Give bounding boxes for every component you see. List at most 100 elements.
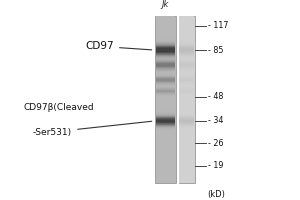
Bar: [179, 118, 194, 119]
Bar: [156, 60, 175, 61]
Bar: [179, 70, 194, 71]
Bar: [156, 87, 175, 88]
Bar: [156, 121, 175, 122]
Bar: [156, 172, 175, 173]
Bar: [156, 160, 175, 161]
Bar: [179, 129, 194, 130]
Bar: [179, 136, 194, 137]
Bar: [156, 132, 175, 133]
Bar: [156, 147, 175, 148]
Bar: [179, 163, 194, 164]
Bar: [179, 79, 194, 80]
Bar: [156, 175, 175, 176]
Bar: [156, 56, 175, 57]
Bar: [156, 80, 175, 81]
Bar: [156, 155, 175, 156]
Bar: [179, 169, 194, 170]
Bar: [156, 133, 175, 134]
Bar: [156, 158, 175, 159]
Bar: [156, 39, 175, 40]
Bar: [156, 92, 175, 93]
Bar: [179, 33, 194, 34]
Bar: [156, 58, 175, 59]
Bar: [156, 38, 175, 39]
Bar: [156, 99, 175, 100]
Bar: [179, 43, 194, 44]
Bar: [179, 174, 194, 175]
Bar: [179, 59, 194, 60]
Bar: [179, 162, 194, 163]
Bar: [156, 152, 175, 153]
Bar: [156, 156, 175, 157]
Bar: [179, 159, 194, 160]
Bar: [156, 127, 175, 128]
Bar: [156, 57, 175, 58]
Bar: [179, 87, 194, 88]
Bar: [156, 47, 175, 48]
Bar: [156, 43, 175, 44]
Bar: [156, 108, 175, 109]
Bar: [156, 112, 175, 113]
Bar: [179, 101, 194, 102]
Bar: [156, 107, 175, 108]
Bar: [179, 18, 194, 19]
Bar: [179, 72, 194, 73]
Bar: [156, 182, 175, 183]
Bar: [179, 30, 194, 31]
Bar: [156, 81, 175, 82]
Bar: [179, 50, 194, 51]
Bar: [156, 67, 175, 68]
Bar: [156, 22, 175, 23]
Bar: [156, 25, 175, 26]
Bar: [179, 25, 194, 26]
Text: Jk: Jk: [162, 0, 169, 9]
Bar: [156, 53, 175, 54]
Bar: [156, 177, 175, 178]
Bar: [156, 65, 175, 66]
Bar: [179, 144, 194, 145]
Bar: [179, 73, 194, 74]
Bar: [156, 49, 175, 50]
Bar: [179, 67, 194, 68]
Bar: [179, 152, 194, 153]
Bar: [156, 43, 175, 44]
Bar: [179, 36, 194, 37]
Bar: [179, 157, 194, 158]
Bar: [156, 82, 175, 83]
Bar: [179, 158, 194, 159]
Bar: [156, 27, 175, 28]
Bar: [179, 107, 194, 108]
Bar: [179, 122, 194, 123]
Bar: [179, 56, 194, 57]
Bar: [179, 147, 194, 148]
Bar: [156, 166, 175, 167]
Bar: [179, 108, 194, 109]
Bar: [156, 86, 175, 87]
Bar: [179, 133, 194, 134]
Bar: [179, 53, 194, 54]
Bar: [156, 89, 175, 90]
Bar: [179, 63, 194, 64]
Bar: [179, 76, 194, 77]
Bar: [179, 37, 194, 38]
Text: - 117: - 117: [208, 21, 228, 30]
Bar: [156, 96, 175, 97]
Bar: [156, 55, 175, 56]
Bar: [179, 148, 194, 149]
Bar: [156, 28, 175, 29]
Bar: [179, 52, 194, 53]
Bar: [156, 66, 175, 67]
Bar: [179, 141, 194, 142]
Bar: [179, 143, 194, 144]
Bar: [156, 111, 175, 112]
Bar: [156, 58, 175, 59]
Bar: [156, 63, 175, 64]
Bar: [179, 131, 194, 132]
Bar: [179, 139, 194, 140]
Bar: [156, 52, 175, 53]
Bar: [156, 73, 175, 74]
Bar: [179, 164, 194, 165]
Bar: [156, 153, 175, 154]
Bar: [156, 118, 175, 119]
Bar: [154, 16, 176, 183]
